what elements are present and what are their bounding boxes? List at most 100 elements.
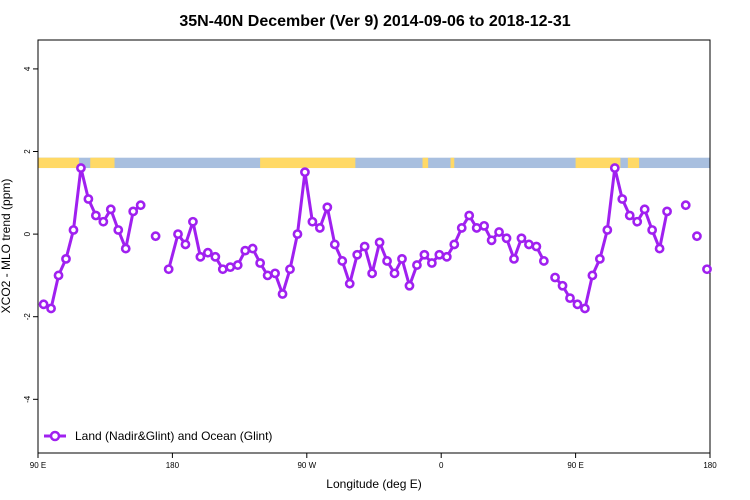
data-point (46, 303, 56, 314)
legend-label: Land (Nadir&Glint) and Ocean (Glint) (75, 429, 272, 443)
land-band (450, 157, 455, 169)
data-point (83, 194, 94, 204)
data-point (471, 223, 482, 233)
legend: Land (Nadir&Glint) and Ocean (Glint) (44, 429, 272, 443)
data-point (90, 210, 101, 221)
data-point (98, 216, 109, 227)
data-point (419, 249, 430, 260)
y-axis-label: XCO2 - MLO trend (ppm) (0, 179, 13, 314)
y-tick-label: -4 (23, 395, 32, 403)
y-tick-label: 4 (23, 66, 32, 71)
data-point (255, 258, 266, 268)
data-point (76, 163, 86, 173)
data-point (53, 270, 64, 281)
data-point (232, 260, 243, 270)
data-point (314, 223, 325, 233)
data-point (572, 299, 583, 310)
data-point (382, 256, 392, 266)
data-point (247, 243, 258, 254)
data-point (479, 220, 490, 231)
x-tick-label: 90 E (567, 461, 583, 470)
data-point (120, 243, 131, 254)
ocean-band (38, 157, 710, 169)
data-point (538, 256, 549, 266)
land-band (90, 157, 115, 169)
x-tick-label: 90 W (297, 461, 316, 470)
y-axis: 4 2 0 -2 -4 (23, 66, 38, 403)
data-point (624, 210, 635, 221)
data-point (128, 206, 139, 217)
data-point (367, 268, 378, 279)
data-point (434, 249, 445, 260)
land-band (575, 157, 621, 169)
data-point (702, 264, 712, 275)
data-point (202, 247, 213, 258)
chart-title: 35N-40N December (Ver 9) 2014-09-06 to 2… (179, 13, 570, 30)
data-point (262, 270, 273, 281)
data-point (180, 239, 191, 250)
data-point (602, 225, 613, 235)
data-point (277, 289, 288, 299)
data-point (300, 167, 310, 178)
data-point (426, 258, 437, 268)
y-tick-label: 0 (23, 231, 32, 236)
data-point (352, 249, 363, 260)
data-point (307, 216, 318, 227)
plot-area (37, 39, 711, 454)
data-point (524, 239, 534, 250)
data-point (501, 233, 512, 244)
data-point (639, 204, 650, 215)
x-tick-label: 180 (166, 461, 180, 470)
data-point (617, 194, 628, 204)
data-point (531, 241, 542, 252)
data-point (173, 229, 183, 240)
data-point (113, 225, 124, 235)
series-layer (38, 163, 712, 314)
data-point (557, 280, 568, 291)
data-point (662, 206, 672, 217)
series-line (167, 170, 546, 296)
data-point (105, 204, 116, 215)
data-point (150, 231, 161, 242)
y-tick-label: -2 (23, 313, 32, 321)
land-ocean-strip (38, 157, 710, 169)
land-band (38, 157, 80, 169)
data-point (163, 264, 174, 275)
data-point (329, 239, 340, 250)
data-point (68, 225, 79, 235)
data-point (404, 280, 415, 291)
x-axis: 90 E 180 90 W 0 90 E 180 (30, 453, 717, 470)
series-line (553, 166, 669, 310)
data-point (61, 253, 71, 264)
y-tick-label: 2 (23, 149, 32, 154)
data-point (397, 253, 407, 264)
data-point (225, 262, 236, 273)
data-point (337, 256, 348, 266)
x-tick-label: 180 (703, 461, 717, 470)
data-point (632, 216, 643, 227)
data-point (322, 202, 333, 213)
land-band (422, 157, 429, 169)
legend-marker (49, 430, 61, 442)
data-point (456, 223, 467, 233)
data-point (389, 268, 400, 279)
data-point (449, 239, 460, 250)
x-axis-label: Longitude (deg E) (326, 477, 421, 491)
data-point (609, 163, 620, 173)
data-point (509, 253, 519, 264)
data-point (486, 235, 497, 246)
data-point (516, 233, 527, 244)
data-point (240, 245, 251, 256)
land-band (627, 157, 640, 169)
data-point (494, 227, 504, 237)
data-point (654, 243, 665, 254)
data-point (135, 200, 146, 211)
data-point (692, 231, 702, 242)
data-point (359, 241, 370, 252)
data-point (587, 270, 598, 281)
data-point (195, 251, 206, 262)
data-point (344, 278, 355, 289)
data-point (38, 299, 49, 310)
data-point (374, 237, 385, 248)
